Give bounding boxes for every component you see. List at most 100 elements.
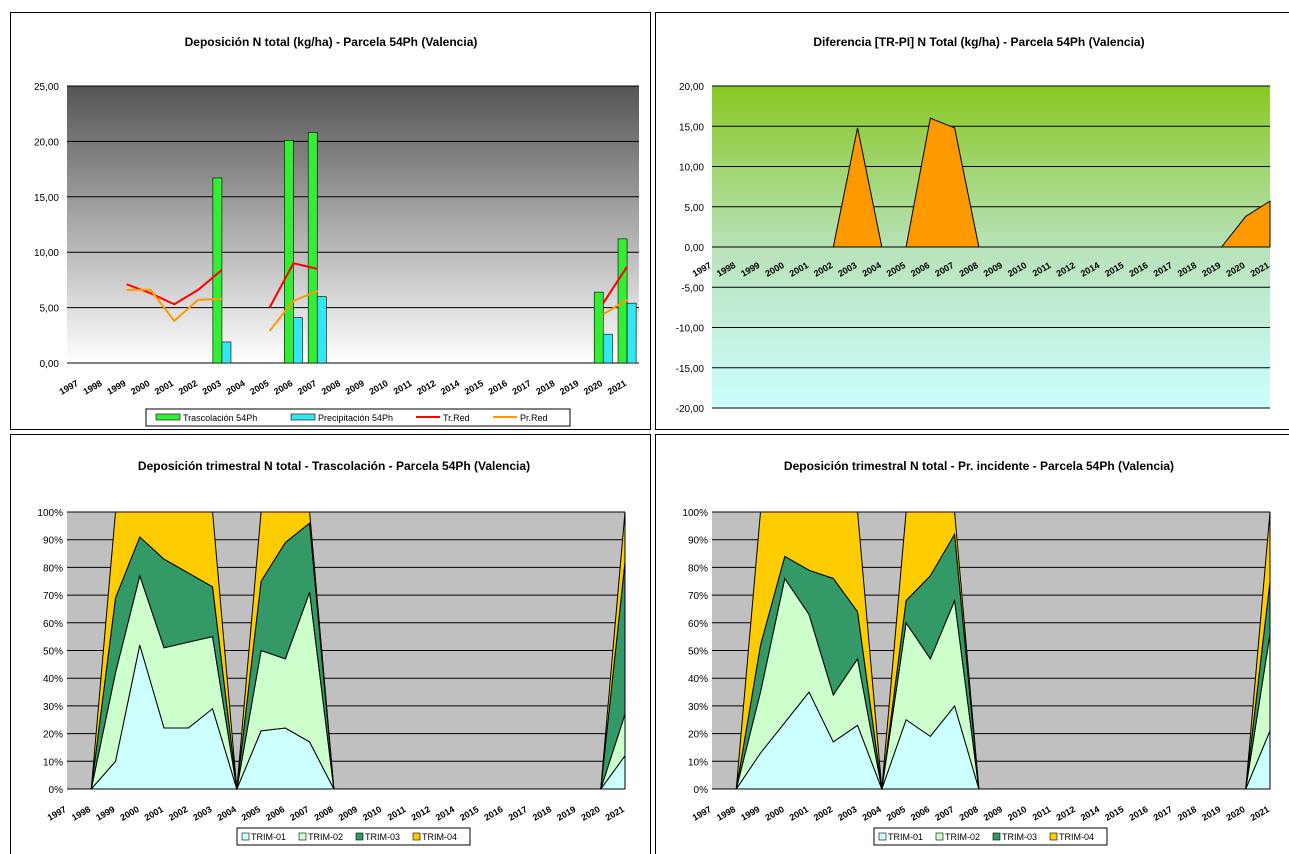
x-tick-label: 2008 [313, 804, 335, 823]
y-tick-label: -5,00 [681, 283, 704, 294]
x-tick-label: 2007 [296, 378, 318, 397]
x-tick-label: 2017 [1152, 804, 1174, 823]
y-tick-label: 0,00 [685, 243, 705, 254]
y-tick-label: 80% [43, 563, 63, 574]
x-tick-label: 2010 [1006, 804, 1028, 823]
x-tick-label: 2007 [288, 804, 310, 823]
y-tick-label: 20,00 [34, 137, 59, 148]
legend-label: Pr.Red [520, 413, 548, 423]
x-tick-label: 1997 [691, 260, 713, 279]
x-tick-label: 2003 [191, 804, 213, 823]
x-tick-label: 1997 [691, 804, 713, 823]
x-tick-label: 2008 [958, 804, 980, 823]
x-tick-label: 2021 [604, 804, 626, 823]
y-tick-label: -20,00 [676, 404, 705, 415]
line-tr-red [268, 262, 318, 309]
y-tick-label: 20% [688, 730, 708, 741]
x-tick-label: 2003 [201, 378, 223, 397]
legend-swatch [290, 413, 316, 421]
y-tick-label: 0,00 [40, 359, 60, 370]
line-pr-red [126, 288, 222, 323]
x-tick-label: 2001 [153, 378, 175, 397]
x-tick-label: 2014 [1079, 804, 1101, 823]
x-tick-label: 2011 [392, 378, 414, 396]
legend: TRIM-01 TRIM-02 TRIM-03 TRIM-04 [873, 827, 1108, 846]
x-tick-label: 2015 [458, 804, 480, 823]
panel-trim-trascolacion: Deposición trimestral N total - Trascola… [10, 434, 651, 854]
y-tick-label: -10,00 [676, 324, 705, 335]
x-tick-label: 1998 [715, 804, 737, 823]
y-tick-label: 60% [43, 619, 63, 630]
y-tick-label: 30% [688, 702, 708, 713]
chart-trim-trascolacion: Deposición trimestral N total - Trascola… [37, 459, 626, 846]
x-tick-label: 2014 [434, 804, 456, 823]
legend-label: TRIM-04 [1059, 832, 1094, 842]
bar-precipitacion [293, 317, 303, 364]
x-tick-label: 2012 [410, 804, 432, 823]
bar-precipitacion [221, 341, 232, 364]
panel-deposicion: Deposición N total (kg/ha) - Parcela 54P… [10, 12, 651, 430]
legend-label: TRIM-02 [945, 832, 980, 842]
legend-swatch [412, 832, 421, 841]
x-tick-label: 2000 [118, 804, 140, 823]
y-tick-label: 50% [43, 647, 63, 658]
y-tick-label: 15,00 [679, 122, 704, 133]
panel-trim-incidente: Deposición trimestral N total - Pr. inci… [655, 434, 1289, 854]
y-tick-label: 80% [688, 563, 708, 574]
chart-trim-incidente: Deposición trimestral N total - Pr. inci… [682, 459, 1271, 846]
line-pr-red [268, 290, 318, 332]
y-tick-label: 20% [43, 730, 63, 741]
legend-label: TRIM-03 [365, 832, 400, 842]
bar-precipitacion [602, 333, 613, 364]
y-tick-label: 10% [688, 757, 708, 768]
chart-title: Deposición trimestral N total - Trascola… [138, 459, 530, 473]
legend-swatch [355, 832, 364, 841]
x-tick-label: 2001 [788, 804, 810, 823]
y-tick-label: 40% [43, 674, 63, 685]
legend-label: TRIM-01 [251, 832, 286, 842]
y-tick-label: 100% [37, 508, 63, 519]
x-tick-label: 2005 [248, 378, 270, 397]
legend-label: Precipitación 54Ph [318, 413, 393, 423]
x-tick-label: 2010 [367, 378, 389, 397]
y-tick-label: 90% [43, 536, 63, 547]
x-tick-label: 2018 [534, 378, 556, 397]
bar-trascolacion [593, 291, 604, 364]
legend-swatch [935, 832, 944, 841]
x-tick-label: 2015 [463, 378, 485, 397]
x-tick-label: 2021 [1249, 804, 1271, 823]
legend: TRIM-01 TRIM-02 TRIM-03 TRIM-04 [236, 827, 471, 846]
legend: Trascolación 54Ph Precipitación 54Ph Tr.Re… [145, 408, 571, 427]
x-tick-label: 2001 [143, 804, 165, 823]
y-tick-label: 70% [688, 591, 708, 602]
legend-label: TRIM-04 [422, 832, 457, 842]
legend-label: TRIM-02 [308, 832, 343, 842]
x-tick-label: 2018 [531, 804, 553, 823]
x-tick-label: 2006 [272, 378, 294, 397]
y-tick-label: 0% [49, 785, 64, 796]
bar-precipitacion [626, 302, 637, 364]
y-tick-label: 100% [682, 508, 708, 519]
x-tick-label: 2020 [582, 378, 604, 397]
x-tick-label: 2004 [215, 804, 237, 823]
x-tick-label: 2020 [1224, 804, 1246, 823]
chart-title: Deposición N total (kg/ha) - Parcela 54P… [185, 35, 478, 49]
line-pr-red [602, 298, 628, 316]
x-tick-label: 1997 [46, 804, 68, 823]
bar-precipitacion [316, 296, 327, 364]
x-tick-label: 2019 [558, 378, 580, 397]
x-tick-label: 2002 [812, 804, 834, 823]
legend-swatch [155, 413, 181, 421]
y-tick-label: 40% [688, 674, 708, 685]
area-difference [712, 117, 1271, 248]
x-tick-label: 2017 [510, 378, 532, 397]
x-tick-label: 2006 [264, 804, 286, 823]
y-tick-label: 30% [43, 702, 63, 713]
legend-label: Tr.Red [443, 413, 470, 423]
legend-swatch [241, 832, 250, 841]
x-tick-label: 2011 [386, 804, 408, 822]
x-tick-label: 2002 [177, 378, 199, 397]
legend-box [873, 827, 1108, 846]
x-tick-label: 2017 [507, 804, 529, 823]
x-tick-label: 1998 [70, 804, 92, 823]
